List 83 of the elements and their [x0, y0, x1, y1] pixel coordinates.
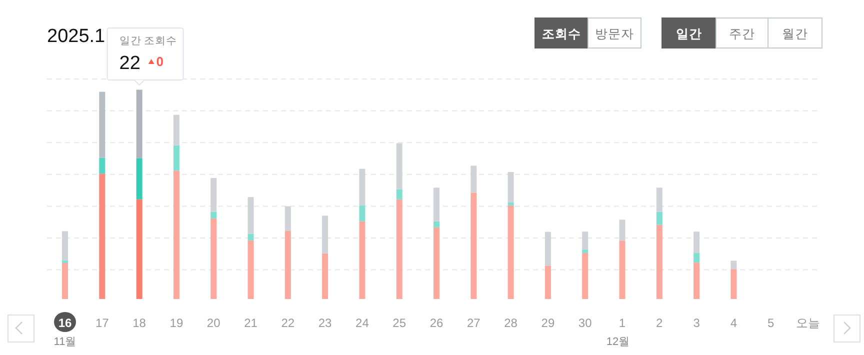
x-tick-label: 16	[58, 316, 72, 330]
x-tick-label: 1	[618, 316, 626, 330]
bar	[173, 145, 180, 171]
bar	[248, 234, 254, 240]
bar	[136, 199, 142, 299]
bar	[730, 269, 737, 299]
bar	[284, 230, 291, 299]
bar	[508, 202, 514, 206]
bar	[396, 199, 402, 299]
text: 조회수	[542, 27, 581, 41]
bar	[396, 143, 402, 190]
bar	[470, 192, 477, 299]
bar	[470, 166, 477, 193]
bar	[544, 266, 551, 299]
bar	[173, 170, 180, 299]
x-tick-label: 28	[504, 316, 518, 330]
x-tick-label: 24	[356, 316, 370, 330]
x-tick-label: 2	[656, 316, 664, 330]
x-tick-label: 18	[132, 316, 146, 330]
bar	[656, 188, 662, 212]
bar	[322, 253, 328, 299]
bar	[396, 189, 402, 200]
x-tick-label: 21	[244, 316, 258, 330]
text: 일간 조회수	[119, 35, 178, 47]
x-tick-label: 19	[170, 316, 184, 330]
bar	[136, 158, 142, 200]
text: 12월	[606, 336, 630, 348]
bar	[434, 227, 440, 299]
bar	[582, 252, 588, 299]
bar	[62, 260, 68, 263]
x-tick-label: 30	[578, 316, 592, 330]
x-tick-label: 3	[693, 316, 700, 330]
bar	[173, 114, 180, 146]
text: 11월	[54, 336, 76, 348]
chart-title: 2025.1	[47, 26, 106, 47]
bar	[322, 216, 328, 254]
bar	[694, 262, 700, 299]
x-tick-label: 23	[318, 316, 332, 330]
text: 일간	[676, 27, 702, 41]
bar	[656, 224, 662, 299]
text: 22	[119, 53, 140, 74]
bar	[619, 220, 626, 241]
text: 방문자	[595, 27, 634, 41]
bar	[730, 260, 737, 270]
bar	[582, 250, 588, 253]
bar	[99, 92, 106, 158]
bar	[694, 252, 700, 263]
bar	[210, 218, 217, 299]
bar	[210, 178, 217, 212]
x-tick-label: 오늘	[796, 316, 820, 330]
bar	[62, 231, 68, 260]
x-tick-label: 25	[392, 316, 406, 330]
text: 주간	[729, 27, 755, 41]
bar	[359, 221, 366, 299]
x-tick-label: 29	[541, 316, 555, 330]
bar	[284, 206, 291, 231]
x-tick-label: 27	[466, 316, 481, 330]
bar	[434, 188, 440, 222]
bar	[544, 232, 551, 266]
bar	[508, 172, 514, 203]
bar	[694, 232, 700, 253]
bar	[248, 197, 254, 234]
x-tick-label: 5	[768, 316, 775, 330]
bar	[508, 205, 514, 299]
bar	[99, 158, 106, 174]
bar	[619, 240, 626, 299]
x-tick-label: 17	[95, 316, 110, 330]
bar	[62, 263, 68, 299]
bar	[99, 174, 106, 299]
x-tick-label: 22	[281, 316, 295, 330]
bar	[210, 212, 217, 218]
bar	[434, 221, 440, 228]
x-tick-label: 26	[430, 316, 444, 330]
bar	[359, 168, 366, 206]
bar	[582, 232, 588, 250]
x-tick-label: 20	[206, 316, 221, 330]
bar	[359, 205, 366, 222]
bar	[248, 240, 254, 299]
text: 월간	[782, 27, 808, 41]
x-tick-label: 4	[730, 316, 738, 330]
bar	[656, 212, 662, 225]
text: 0	[156, 54, 164, 69]
bar	[136, 90, 142, 158]
